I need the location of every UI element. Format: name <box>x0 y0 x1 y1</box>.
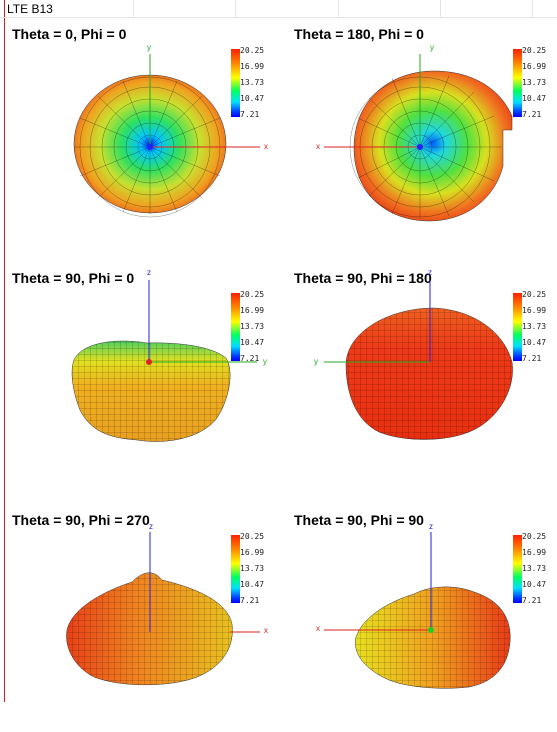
color-scale-legend: 20.25 16.99 13.73 10.47 7.21 <box>513 532 557 605</box>
color-scale-bar <box>513 535 522 603</box>
legend-tick: 13.73 <box>240 322 265 331</box>
legend-tick: 20.25 <box>522 46 547 55</box>
axis-label-right: x <box>264 142 268 151</box>
legend-tick: 16.99 <box>522 548 547 557</box>
column-separator <box>133 0 134 17</box>
legend-tick: 20.25 <box>240 46 265 55</box>
legend-tick: 13.73 <box>240 78 265 87</box>
color-scale-legend: 20.25 16.99 13.73 10.47 7.21 <box>231 532 281 605</box>
color-scale-bar <box>231 535 240 603</box>
color-scale-bar <box>231 293 240 361</box>
axis-label-right: y <box>263 357 267 366</box>
color-scale-legend: 20.25 16.99 13.73 10.47 7.21 <box>231 290 281 363</box>
legend-tick: 16.99 <box>240 306 265 315</box>
axis-label-up: y <box>147 43 151 52</box>
radiation-pattern-plot <box>324 532 511 689</box>
left-margin-line <box>4 0 5 702</box>
sheet-title: LTE B13 <box>7 2 53 16</box>
panel-title: Theta = 180, Phi = 0 <box>294 26 424 42</box>
legend-tick: 20.25 <box>240 290 265 299</box>
sheet-header-row: LTE B13 <box>0 0 557 18</box>
axis-label-left: x <box>316 142 320 151</box>
panel-title: Theta = 90, Phi = 90 <box>294 512 424 528</box>
column-separator <box>532 0 533 17</box>
color-scale-bar <box>513 293 522 361</box>
legend-tick: 13.73 <box>240 564 265 573</box>
column-separator <box>338 0 339 17</box>
color-scale-bar <box>513 49 522 117</box>
legend-tick: 10.47 <box>240 94 265 103</box>
pattern-panel-theta90-phi180: Theta = 90, Phi = 180 z y 20.25 16.99 13… <box>294 268 557 490</box>
legend-tick: 10.47 <box>522 580 547 589</box>
legend-tick: 13.73 <box>522 322 547 331</box>
radiation-pattern-plot <box>73 54 260 218</box>
legend-tick: 10.47 <box>522 94 547 103</box>
axis-label-up: z <box>428 268 432 277</box>
panel-title: Theta = 90, Phi = 270 <box>12 512 150 528</box>
legend-tick: 7.21 <box>522 596 542 605</box>
panel-title: Theta = 0, Phi = 0 <box>12 26 127 42</box>
radiation-pattern-plot <box>71 280 257 442</box>
pattern-panel-theta90-phi270: Theta = 90, Phi = 270 z x 20.25 16.99 13… <box>12 512 282 732</box>
axis-label-up: z <box>147 268 151 277</box>
legend-tick: 7.21 <box>240 110 260 119</box>
legend-tick: 7.21 <box>240 354 260 363</box>
legend-tick: 10.47 <box>240 338 265 347</box>
legend-tick: 7.21 <box>522 110 542 119</box>
legend-tick: 10.47 <box>240 580 265 589</box>
column-separator <box>235 0 236 17</box>
radiation-pattern-plot <box>324 54 513 222</box>
color-scale-legend: 20.25 16.99 13.73 10.47 7.21 <box>231 46 281 119</box>
legend-tick: 13.73 <box>522 78 547 87</box>
legend-tick: 20.25 <box>240 532 265 541</box>
axis-label-left: y <box>314 357 318 366</box>
legend-tick: 20.25 <box>522 290 547 299</box>
legend-tick: 20.25 <box>522 532 547 541</box>
axis-label-up: z <box>429 522 433 531</box>
legend-tick: 13.73 <box>522 564 547 573</box>
pattern-panel-theta90-phi90: Theta = 90, Phi = 90 z x 20.25 16.99 13.… <box>294 512 557 732</box>
axis-label-right: x <box>264 626 268 635</box>
legend-tick: 16.99 <box>240 548 265 557</box>
color-scale-legend: 20.25 16.99 13.73 10.47 7.21 <box>513 46 557 119</box>
legend-tick: 16.99 <box>522 62 547 71</box>
pattern-panel-theta180-phi0: Theta = 180, Phi = 0 y x 20.25 16.99 13.… <box>294 26 557 246</box>
axis-label-up: z <box>149 522 153 531</box>
pattern-panel-theta90-phi0: Theta = 90, Phi = 0 z y 20.25 16.99 13.7… <box>12 268 282 490</box>
legend-tick: 7.21 <box>240 596 260 605</box>
axis-label-up: y <box>430 43 434 52</box>
legend-tick: 7.21 <box>522 354 542 363</box>
pattern-panel-theta0-phi0: Theta = 0, Phi = 0 y x 20.25 16.99 13.73… <box>12 26 282 246</box>
axis-label-left: x <box>316 624 320 633</box>
legend-tick: 16.99 <box>522 306 547 315</box>
legend-tick: 10.47 <box>522 338 547 347</box>
color-scale-bar <box>231 49 240 117</box>
panel-title: Theta = 90, Phi = 0 <box>12 270 135 286</box>
color-scale-legend: 20.25 16.99 13.73 10.47 7.21 <box>513 290 557 363</box>
column-separator <box>440 0 441 17</box>
radiation-pattern-plot <box>324 280 513 440</box>
radiation-pattern-plot <box>66 532 260 686</box>
panel-title: Theta = 90, Phi = 180 <box>294 270 432 286</box>
legend-tick: 16.99 <box>240 62 265 71</box>
